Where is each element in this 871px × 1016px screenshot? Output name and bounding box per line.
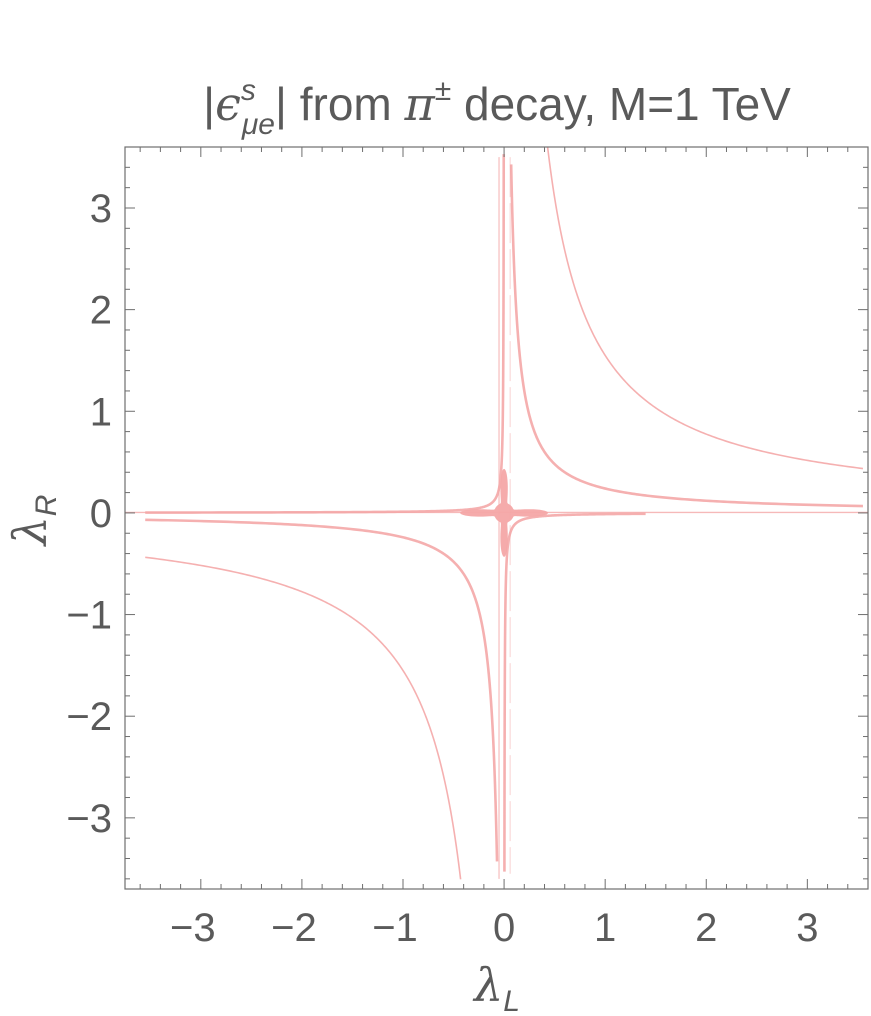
x-tick-label: 3: [796, 906, 818, 950]
x-tick-label: −2: [271, 906, 317, 950]
y-axis-label: λR: [3, 495, 63, 548]
axis-ticks: −3 −2 −1 0 1 2 3 3 2 1 0 −1 −2 −3: [66, 146, 869, 950]
x-axis-label: λL: [472, 958, 520, 1016]
y-tick-label: 1: [90, 390, 112, 434]
contour-3-branch-2: [145, 154, 506, 514]
y-tick-label: 0: [90, 492, 112, 536]
title-abs-open: |: [203, 78, 215, 130]
x-tick-label: 0: [493, 906, 515, 950]
y-tick-label: 3: [90, 187, 112, 231]
x-tick-label: 2: [695, 906, 717, 950]
plot-regions: [125, 147, 868, 880]
title-rest: decay, M=1 TeV: [451, 78, 791, 130]
title-pi-superscript: ±: [435, 74, 451, 107]
title-subscript: μe: [241, 108, 275, 141]
x-tick-label: 1: [594, 906, 616, 950]
contour-2-branch-1: [509, 164, 863, 508]
title-pi: π: [404, 77, 436, 131]
contour-1-branch-2: [145, 556, 462, 880]
y-tick-label: −1: [66, 594, 112, 638]
x-tick-label: −3: [170, 906, 216, 950]
contour-1-branch-1: [546, 147, 864, 470]
chart-title: |ϵs μe| from π± decay, M=1 TeV: [203, 74, 791, 141]
contour-group: [125, 147, 868, 880]
y-tick-label: −3: [66, 797, 112, 841]
title-text: from: [287, 78, 405, 130]
plot-frame: [124, 146, 869, 890]
x-tick-label: −1: [372, 906, 418, 950]
title-superscript: s: [241, 74, 256, 107]
central-region: [460, 468, 549, 557]
y-tick-label: −2: [66, 695, 112, 739]
title-epsilon: ϵ: [215, 77, 241, 131]
contour-3-branch-1: [503, 512, 646, 872]
contour-2-branch-2: [145, 518, 499, 862]
y-tick-label: 2: [90, 289, 112, 333]
title-abs-close: |: [275, 78, 287, 130]
